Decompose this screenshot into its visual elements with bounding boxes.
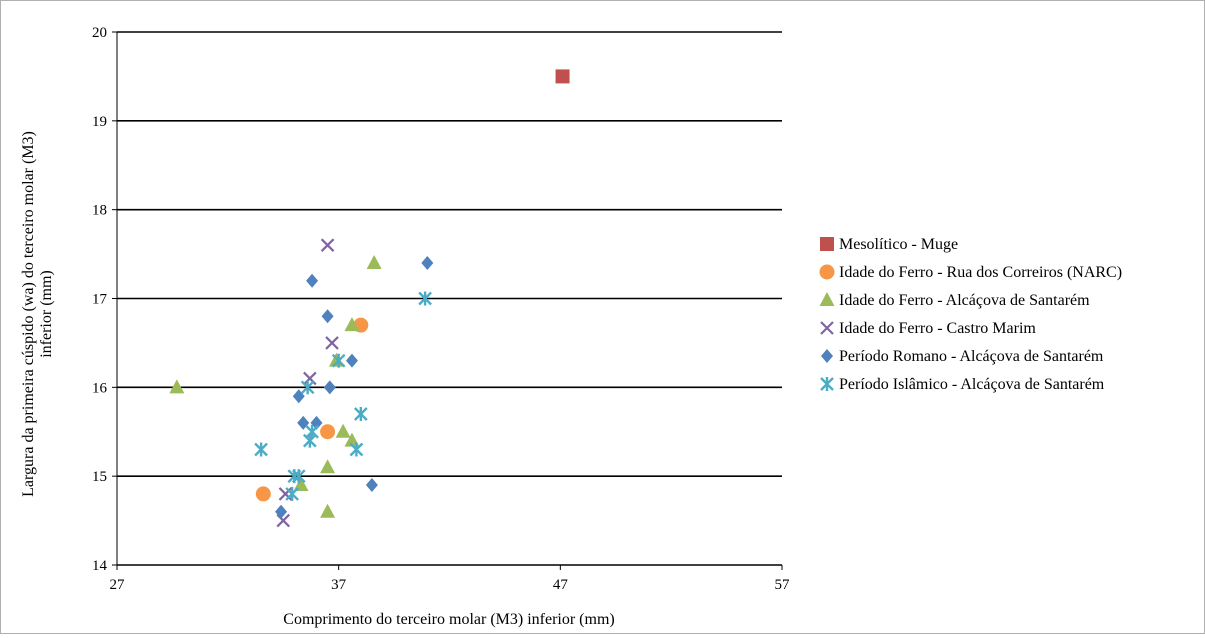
y-tick-label: 20 bbox=[92, 25, 107, 41]
data-point-diamond-4-3 bbox=[310, 415, 323, 430]
x-tick-label: 27 bbox=[110, 577, 126, 593]
data-point-triangle-2-2 bbox=[320, 459, 336, 474]
legend-item: Idade do Ferro - Alcáçova de Santarém bbox=[819, 292, 1090, 309]
data-point-diamond-4-5 bbox=[323, 380, 336, 395]
data-point-square-0-0 bbox=[555, 69, 570, 84]
legend-item: Período Islâmico - Alcáçova de Santarém bbox=[820, 376, 1105, 393]
legend-marker-x bbox=[820, 321, 834, 335]
data-point-asterisk-5-5 bbox=[303, 433, 317, 448]
legend-marker-square bbox=[820, 237, 834, 251]
data-point-asterisk-5-0 bbox=[254, 442, 268, 457]
x-axis-title: Comprimento do terceiro molar (M3) infer… bbox=[283, 611, 614, 628]
data-point-triangle-2-4 bbox=[335, 423, 351, 438]
x-tick-label: 37 bbox=[331, 577, 347, 593]
legend-marker-triangle bbox=[819, 292, 835, 306]
y-tick-label: 15 bbox=[92, 469, 107, 485]
y-tick-label: 18 bbox=[92, 203, 107, 219]
data-point-asterisk-5-3 bbox=[291, 469, 306, 484]
data-point-asterisk-5-7 bbox=[331, 353, 346, 368]
data-point-asterisk-5-4 bbox=[300, 380, 315, 395]
legend-marker-diamond bbox=[821, 349, 833, 363]
legend-label: Idade do Ferro - Castro Marim bbox=[839, 320, 1036, 337]
data-point-triangle-2-3 bbox=[320, 503, 336, 518]
legend-label: Período Islâmico - Alcáçova de Santarém bbox=[839, 376, 1105, 393]
data-point-diamond-4-6 bbox=[321, 309, 334, 324]
legend-label: Idade do Ferro - Alcáçova de Santarém bbox=[839, 292, 1090, 309]
data-point-x-3-3 bbox=[320, 238, 335, 252]
data-point-diamond-4-0 bbox=[275, 504, 288, 519]
data-point-asterisk-5-6 bbox=[305, 424, 319, 439]
data-point-diamond-4-9 bbox=[421, 255, 434, 270]
gridlines bbox=[117, 31, 782, 566]
legend-item: Idade do Ferro - Castro Marim bbox=[820, 320, 1036, 337]
data-point-asterisk-5-10 bbox=[418, 291, 432, 306]
data-point-circle-1-1 bbox=[320, 424, 336, 440]
axes: 14 15 16 17 18 19 20 27 37 47 57 bbox=[92, 25, 790, 593]
data-points bbox=[169, 69, 570, 528]
legend-marker-asterisk bbox=[820, 377, 834, 391]
data-point-triangle-2-6 bbox=[344, 317, 360, 332]
data-point-x-3-4 bbox=[325, 336, 339, 350]
legend-item: Idade do Ferro - Rua dos Correiros (NARC… bbox=[819, 264, 1122, 281]
data-point-diamond-4-7 bbox=[345, 353, 358, 368]
legend-item: Mesolítico - Muge bbox=[820, 236, 958, 253]
data-point-triangle-2-8 bbox=[366, 254, 382, 269]
x-tick-label: 57 bbox=[775, 577, 791, 593]
data-point-asterisk-5-9 bbox=[353, 406, 368, 421]
legend-marker-circle bbox=[819, 264, 835, 280]
y-tick-label: 19 bbox=[92, 114, 107, 130]
legend-label: Idade do Ferro - Rua dos Correiros (NARC… bbox=[839, 264, 1122, 281]
legend-label: Período Romano - Alcáçova de Santarém bbox=[839, 348, 1104, 365]
y-tick-label: 17 bbox=[92, 292, 108, 308]
y-axis-title: Largura da primeira cúspido (wa) do terc… bbox=[20, 131, 55, 497]
data-point-x-3-1 bbox=[278, 487, 293, 501]
data-point-diamond-4-8 bbox=[365, 478, 378, 493]
legend-item: Período Romano - Alcáçova de Santarém bbox=[821, 348, 1104, 365]
data-point-triangle-2-0 bbox=[169, 379, 185, 394]
data-point-diamond-4-4 bbox=[306, 273, 319, 288]
legend-label: Mesolítico - Muge bbox=[839, 236, 958, 253]
data-point-asterisk-5-1 bbox=[285, 486, 299, 501]
data-point-circle-1-0 bbox=[255, 486, 271, 502]
data-point-asterisk-5-8 bbox=[349, 442, 364, 457]
x-tick-label: 47 bbox=[553, 577, 569, 593]
legend: Mesolítico - Muge Idade do Ferro - Rua do… bbox=[819, 236, 1122, 393]
y-tick-label: 16 bbox=[92, 380, 108, 396]
data-point-x-3-2 bbox=[303, 371, 317, 386]
y-tick-label: 14 bbox=[92, 558, 108, 574]
